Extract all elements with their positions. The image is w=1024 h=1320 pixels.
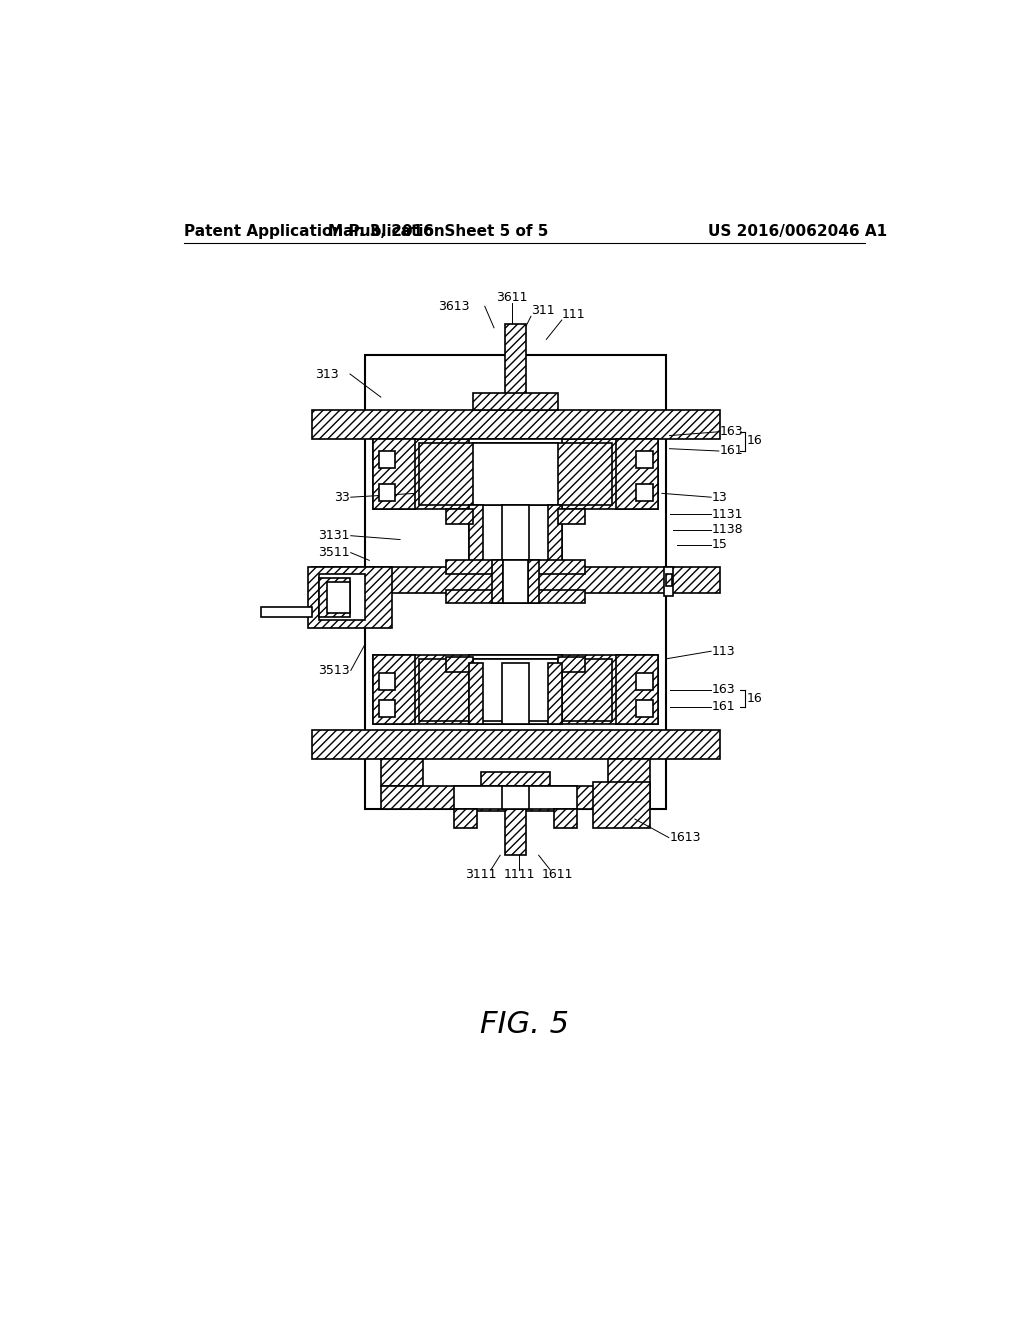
Bar xyxy=(636,700,652,717)
Bar xyxy=(615,440,658,508)
Text: 3613: 3613 xyxy=(438,300,469,313)
Bar xyxy=(311,730,720,759)
Bar xyxy=(502,785,529,809)
Bar xyxy=(548,663,562,725)
Bar xyxy=(379,700,395,717)
Bar xyxy=(419,444,611,506)
Text: 113: 113 xyxy=(712,644,735,657)
Bar xyxy=(636,673,652,689)
Text: Mar. 3, 2016  Sheet 5 of 5: Mar. 3, 2016 Sheet 5 of 5 xyxy=(329,224,549,239)
Text: 13: 13 xyxy=(712,491,728,504)
Bar xyxy=(473,444,558,506)
Bar xyxy=(261,607,311,616)
Bar xyxy=(311,566,720,594)
Text: 33: 33 xyxy=(334,491,350,504)
Bar xyxy=(593,781,650,829)
Bar xyxy=(666,574,672,586)
Bar xyxy=(319,578,350,616)
Bar xyxy=(327,582,350,612)
Bar xyxy=(469,655,562,725)
Text: 313: 313 xyxy=(314,367,339,380)
Text: US 2016/0062046 A1: US 2016/0062046 A1 xyxy=(708,224,887,239)
Text: 3513: 3513 xyxy=(318,664,350,677)
Text: 163: 163 xyxy=(720,425,743,438)
Text: 111: 111 xyxy=(562,308,586,321)
Bar xyxy=(481,772,550,785)
Bar xyxy=(381,785,650,809)
Bar xyxy=(473,393,558,411)
Text: 1611: 1611 xyxy=(542,869,573,880)
Bar xyxy=(473,793,558,810)
Bar xyxy=(548,504,562,566)
Text: 3611: 3611 xyxy=(496,290,527,304)
Bar xyxy=(615,655,658,725)
Bar xyxy=(311,411,720,440)
Bar xyxy=(469,504,562,566)
Bar xyxy=(307,566,392,628)
Bar xyxy=(379,451,395,469)
Bar xyxy=(446,656,473,672)
Bar xyxy=(379,673,395,689)
Bar xyxy=(558,656,585,672)
Bar xyxy=(554,809,578,829)
Bar xyxy=(454,809,477,829)
Bar xyxy=(505,809,526,855)
Bar xyxy=(558,508,585,524)
Bar xyxy=(446,508,473,524)
Bar xyxy=(379,484,395,502)
Bar xyxy=(473,659,558,721)
Text: 3131: 3131 xyxy=(318,529,350,543)
Text: 1111: 1111 xyxy=(504,869,536,880)
Bar xyxy=(366,355,666,809)
Bar xyxy=(502,504,529,566)
Bar xyxy=(469,663,483,725)
Text: 1131: 1131 xyxy=(712,508,743,520)
Bar xyxy=(505,323,526,401)
Text: 163: 163 xyxy=(712,684,735,696)
Text: 15: 15 xyxy=(712,539,728,552)
Bar xyxy=(528,560,539,603)
Text: 16: 16 xyxy=(746,434,762,447)
Bar xyxy=(469,440,562,508)
Bar xyxy=(446,590,585,603)
Text: 16: 16 xyxy=(746,692,762,705)
Text: FIG. 5: FIG. 5 xyxy=(480,1010,569,1039)
Bar xyxy=(469,663,562,725)
Bar xyxy=(373,655,658,725)
Text: 3511: 3511 xyxy=(318,546,350,560)
Bar xyxy=(319,574,366,620)
Bar xyxy=(493,560,503,603)
Bar xyxy=(381,759,423,785)
Bar xyxy=(454,785,578,809)
Bar xyxy=(503,560,528,603)
Text: Patent Application Publication: Patent Application Publication xyxy=(184,224,445,239)
Bar xyxy=(373,440,658,508)
Text: 161: 161 xyxy=(712,700,735,713)
Bar xyxy=(373,440,416,508)
Text: 1613: 1613 xyxy=(670,832,701,843)
Text: 3111: 3111 xyxy=(465,869,497,880)
Bar xyxy=(373,655,416,725)
Bar xyxy=(502,663,529,725)
Text: 1138: 1138 xyxy=(712,523,743,536)
Bar xyxy=(608,759,650,785)
Bar xyxy=(636,451,652,469)
Bar xyxy=(469,504,483,566)
Text: 161: 161 xyxy=(720,445,743,458)
Bar xyxy=(665,566,674,595)
Bar xyxy=(419,659,611,721)
Bar xyxy=(636,484,652,502)
Bar xyxy=(446,560,585,574)
Text: 311: 311 xyxy=(531,305,555,317)
